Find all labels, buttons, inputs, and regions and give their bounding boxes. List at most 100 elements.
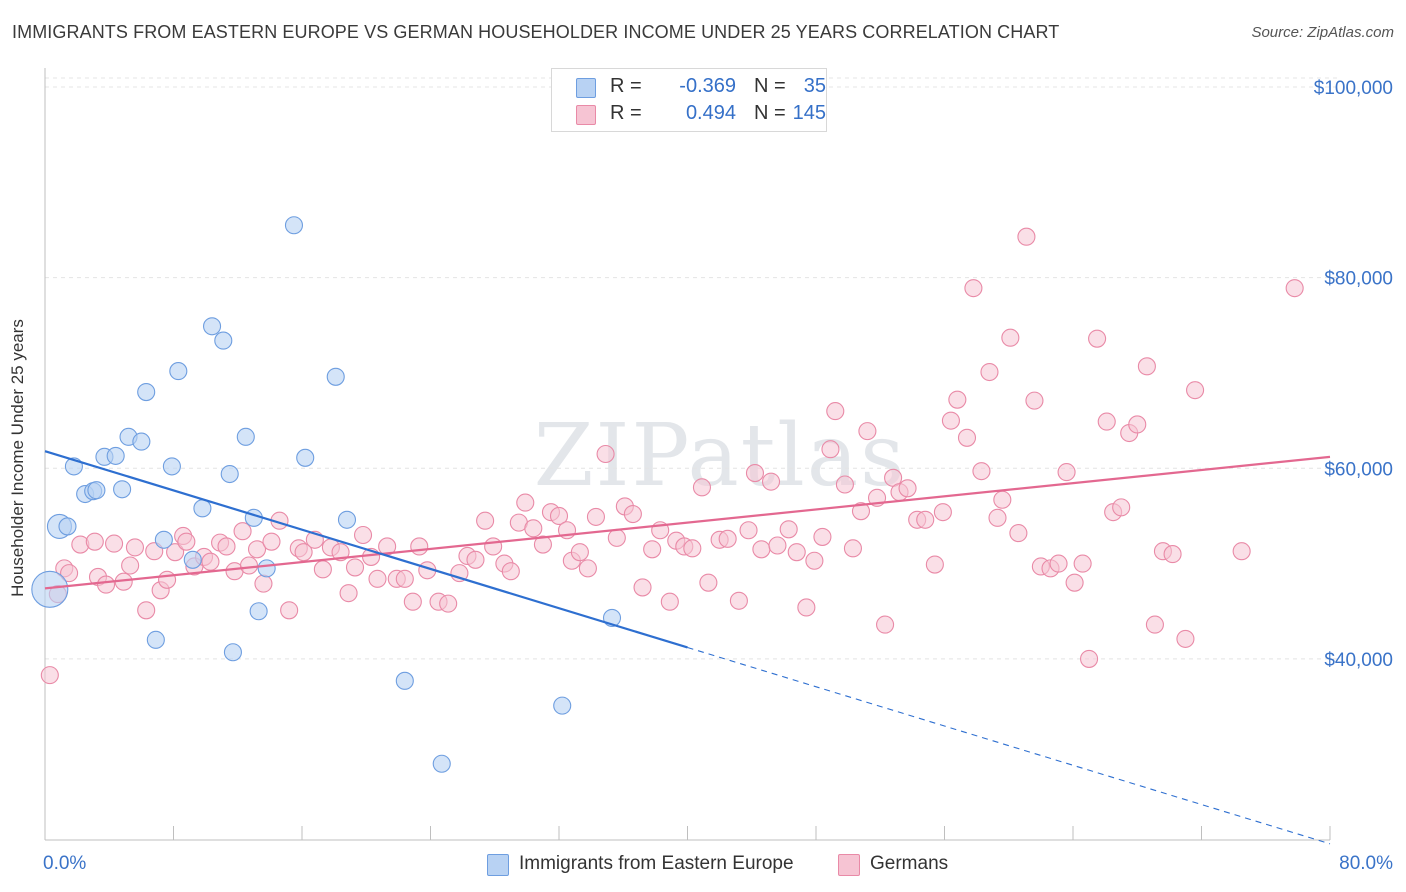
germans-point [403, 592, 422, 611]
germans-point [1163, 545, 1182, 564]
germans-point [217, 537, 236, 556]
axes [44, 68, 1331, 841]
germans-point [368, 569, 387, 588]
germans-point [948, 390, 967, 409]
germans-point [201, 552, 220, 571]
germans-point [1285, 279, 1304, 298]
germans-point [916, 510, 935, 529]
n-label: N = [754, 102, 786, 124]
immigrants-point [553, 696, 572, 715]
germans-point [137, 601, 156, 620]
legend-label: Germans [870, 853, 949, 874]
immigrants-point [432, 754, 451, 773]
germans-point [105, 534, 124, 553]
germans-point [177, 532, 196, 551]
germans-point [1112, 498, 1131, 517]
source-label: Source: ZipAtlas.com [1251, 24, 1394, 41]
germans-point [395, 569, 414, 588]
germans-point [353, 525, 373, 545]
germans-point [570, 543, 589, 562]
germans-point [578, 559, 597, 578]
germans-point [643, 540, 662, 559]
germans-point [779, 520, 798, 539]
immigrants-point [146, 630, 165, 649]
germans-point [972, 462, 991, 481]
germans-point [858, 422, 877, 441]
immigrants-point [106, 446, 125, 465]
germans-point [280, 601, 299, 620]
immigrants-point [284, 216, 304, 235]
germans-point [121, 556, 140, 575]
germans-point [1001, 328, 1020, 347]
germans-point [586, 507, 605, 526]
immigrants-point [87, 481, 106, 500]
germans-point [761, 472, 781, 491]
germans-point [718, 529, 737, 548]
germans-point [957, 428, 977, 447]
germans-point [745, 464, 765, 483]
germans-trend-line [44, 455, 1331, 590]
x-tick-label-max: 80.0% [1339, 853, 1393, 874]
germans-point [797, 598, 816, 617]
immigrants-points [31, 216, 622, 773]
legend-swatch-blue [576, 78, 596, 98]
germans-point [805, 551, 824, 570]
germans-point [158, 570, 177, 589]
germans-point [1088, 329, 1107, 348]
germans-point [60, 564, 79, 583]
germans-point [739, 521, 758, 540]
germans-point [933, 503, 952, 522]
r-value: -0.369 [679, 75, 736, 97]
n-value: 145 [792, 102, 826, 124]
germans-point [835, 475, 854, 494]
germans-point [1049, 554, 1068, 573]
germans-point [1080, 649, 1099, 668]
germans-point [1097, 412, 1116, 431]
germans-point [768, 536, 787, 555]
germans-point [233, 522, 252, 541]
germans-point [660, 592, 679, 611]
germans-point [898, 479, 917, 498]
germans-point [988, 508, 1007, 527]
immigrants-point [193, 499, 212, 518]
germans-point [1017, 227, 1036, 246]
germans-point [980, 362, 999, 382]
germans-point [247, 540, 267, 559]
immigrants-point [113, 480, 132, 499]
y-tick-label: $40,000 [1324, 650, 1393, 671]
immigrants-point [249, 602, 268, 621]
germans-point [1025, 391, 1044, 410]
immigrants-trend-extension [687, 646, 1331, 845]
germans-point [1186, 381, 1205, 400]
germans-point [623, 504, 642, 524]
immigrants-point [132, 432, 151, 451]
immigrants-point [58, 517, 77, 536]
germans-point [501, 562, 520, 581]
y-tick-label: $100,000 [1314, 78, 1393, 99]
germans-point [125, 538, 144, 557]
germans-point [1145, 615, 1164, 634]
germans-point [752, 540, 771, 559]
germans-point [1009, 524, 1028, 543]
correlation-legend: R = -0.369 N = 35 R = 0.494 N = 145 [551, 68, 827, 132]
germans-point [254, 574, 273, 593]
germans-point [1137, 357, 1156, 376]
germans-point [925, 555, 944, 574]
germans-point [692, 478, 712, 497]
immigrants-point [183, 550, 202, 569]
immigrants-point [214, 331, 233, 350]
germans-point [339, 584, 358, 603]
germans-point [345, 558, 365, 577]
r-value: 0.494 [685, 102, 736, 124]
germans-point [1073, 554, 1092, 573]
germans-point [821, 440, 840, 459]
germans-point [633, 578, 652, 597]
n-value: 35 [803, 75, 826, 97]
germans-point [313, 560, 332, 579]
germans-point [813, 527, 832, 546]
axis-tick-labels: $40,000 $60,000 $80,000 $100,000 0.0% 80.0% [43, 78, 1393, 874]
germans-point [533, 535, 552, 554]
series-legend: Immigrants from Eastern Europe Germans [0, 852, 1406, 878]
germans-point [410, 537, 429, 556]
